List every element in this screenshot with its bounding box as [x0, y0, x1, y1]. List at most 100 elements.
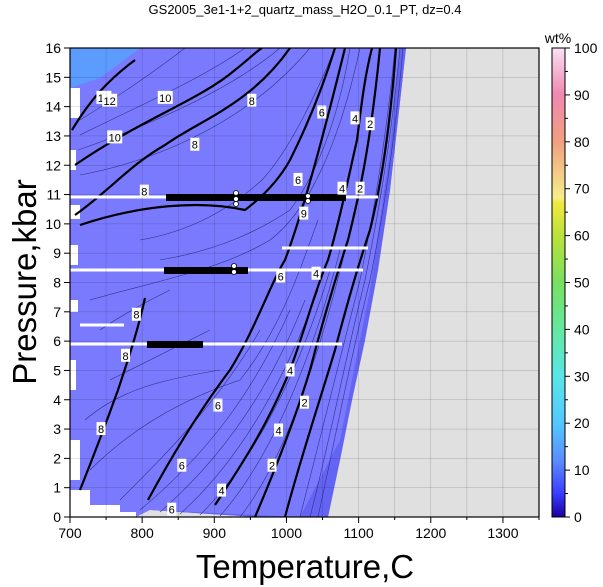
contour-label-text: 4	[287, 365, 293, 377]
contour-label-box	[317, 105, 327, 119]
y-tick-label: 3	[53, 421, 61, 437]
gap	[70, 245, 78, 265]
contour-label-text: 4	[352, 113, 358, 125]
colorbar-tick-label: 40	[574, 321, 590, 337]
contour-label-text: 6	[169, 505, 175, 517]
contour-label-box	[285, 363, 295, 377]
gap	[70, 150, 76, 170]
y-tick-label: 2	[53, 450, 61, 466]
y-tick-label: 7	[53, 304, 61, 320]
high-value-corner	[70, 48, 140, 88]
contour-label: 2	[355, 181, 365, 196]
y-tick-label: 8	[53, 275, 61, 291]
gap	[70, 360, 76, 390]
contour-label-box	[217, 483, 227, 497]
contour-label: 8	[190, 137, 200, 152]
contour-label: 10	[157, 90, 173, 105]
y-tick-label: 10	[45, 216, 61, 232]
y-tick-label: 5	[53, 362, 61, 378]
y-axis-label: Pressure,kbar	[6, 179, 43, 384]
x-tick-label: 1300	[487, 525, 518, 541]
x-tick-label: 1000	[271, 525, 302, 541]
contour-label: 9	[299, 206, 309, 221]
x-tick-label: 1200	[415, 525, 446, 541]
colorbar-tick-label: 100	[574, 40, 598, 56]
contour-label-box	[167, 502, 177, 516]
contour-label-box	[131, 307, 141, 321]
contour-label-box	[267, 458, 277, 472]
contour-label: 6	[276, 269, 286, 284]
gap	[120, 512, 136, 517]
gap	[70, 88, 80, 118]
colorbar-tick-label: 90	[574, 87, 590, 103]
contour-label-text: 4	[339, 184, 345, 196]
contour-label-text: 9	[301, 209, 307, 221]
contour-label: 8	[121, 348, 131, 363]
gap	[70, 205, 80, 219]
contour-label-box	[299, 206, 309, 220]
contour-label-text: 6	[278, 272, 284, 284]
contour-label: 2	[267, 458, 277, 473]
contour-label-text: 2	[367, 119, 373, 131]
y-tick-label: 9	[53, 245, 61, 261]
y-tick-label: 0	[53, 509, 61, 525]
colorbar-tick-label: 20	[574, 415, 590, 431]
contour-label: 2	[365, 117, 375, 131]
x-ticks: 700 800 900 1000 1100 1200 1300	[58, 517, 540, 541]
contour-label: 8	[247, 93, 257, 108]
contour-label-text: 6	[319, 107, 325, 119]
x-tick-label: 1100	[344, 525, 374, 541]
contour-label: 4	[350, 111, 360, 125]
contour-label: 8	[96, 422, 106, 436]
y-tick-label: 4	[53, 392, 61, 408]
y-tick-label: 11	[46, 187, 61, 203]
data-field: 1412101088866442296488866644422	[70, 48, 406, 517]
contour-label-text: 8	[141, 187, 147, 199]
grid	[70, 48, 539, 517]
contour-label-box	[293, 172, 303, 186]
contour-label-box	[300, 395, 309, 409]
contour-label-box	[121, 348, 131, 362]
contour-label-text: 4	[313, 269, 319, 281]
contour-label-text: 2	[301, 398, 307, 410]
contour-label-text: 4	[275, 426, 281, 438]
colorbar-ticks: 0 10 20 30 40 50 60 70 80 90 100	[565, 40, 598, 525]
bar-markers	[231, 190, 311, 275]
contour-label: 6	[293, 172, 303, 187]
gap	[70, 440, 80, 480]
contour-label-text: 8	[249, 96, 255, 108]
gap	[70, 490, 90, 517]
contour-label-box	[157, 90, 173, 104]
contour-label-text: 8	[192, 140, 198, 152]
contour-label-box	[213, 398, 223, 412]
contour-label: 4	[217, 483, 227, 498]
contour-label: 4	[337, 181, 347, 196]
gap	[70, 300, 78, 312]
contour-label-text: 2	[357, 184, 363, 196]
contour-label-box	[102, 93, 118, 107]
y-tick-label: 15	[45, 69, 61, 85]
contour-label-box	[311, 266, 321, 280]
melt-field	[70, 48, 406, 517]
colorbar-label: wt%	[544, 30, 571, 46]
colorbar-tick-label: 30	[574, 368, 590, 384]
contour-label-text: 6	[179, 461, 185, 473]
y-tick-label: 1	[53, 480, 61, 496]
y-tick-label: 14	[45, 99, 61, 115]
contour-label-box	[247, 93, 257, 107]
colorbar-tick-label: 80	[574, 134, 590, 150]
contour-label: 6	[213, 398, 223, 413]
contour-label: 6	[177, 458, 187, 473]
colorbar-gradient	[551, 47, 566, 518]
contour-label-text: 12	[104, 96, 116, 108]
contour-label-box	[350, 111, 360, 125]
contour-label-box	[107, 130, 123, 144]
contour-label-box	[365, 117, 375, 131]
contour-label: 2	[300, 395, 309, 410]
contour-label-box	[355, 181, 365, 195]
contour-label: 4	[285, 363, 295, 377]
contour-label-box	[96, 422, 106, 436]
contour-label: 12	[102, 93, 118, 108]
